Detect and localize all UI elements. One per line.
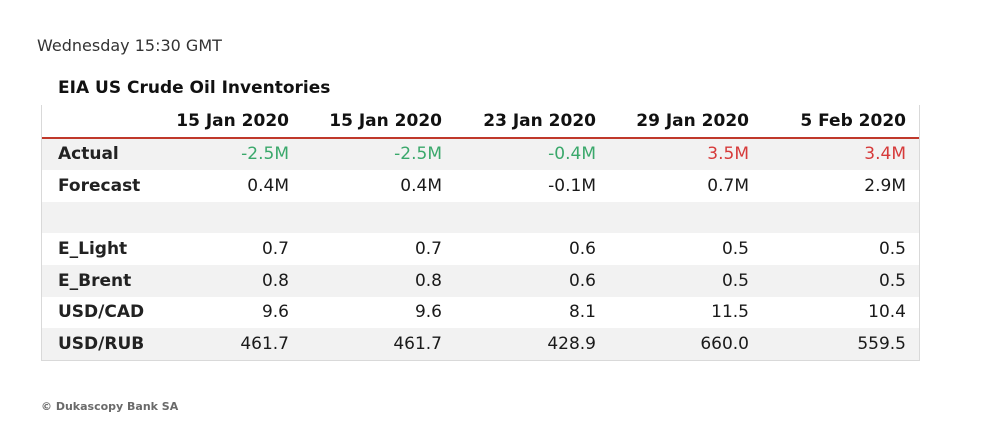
table-cell: 9.6 [302,296,455,329]
table-cell: 0.5 [609,264,762,297]
table-cell: 11.5 [609,296,762,329]
table-cell: 461.7 [147,328,302,360]
table-cell: -0.4M [455,137,609,171]
row-label: E_Brent [42,264,147,297]
table-row [42,201,919,234]
table-cell [762,201,919,234]
table-row: E_Brent 0.8 0.8 0.6 0.5 0.5 [42,264,919,297]
column-header: 23 Jan 2020 [483,110,596,131]
table-cell: 0.5 [762,264,919,297]
header-corner [42,105,147,138]
table-cell: 8.1 [455,296,609,329]
copyright-footer: © Dukascopy Bank SA [41,400,179,413]
row-label: USD/RUB [42,328,147,360]
table-cell: 9.6 [147,296,302,329]
table-cell: 0.4M [302,170,455,202]
table-cell: 428.9 [455,328,609,360]
inventory-table: 15 Jan 2020 15 Jan 2020 23 Jan 2020 29 J… [41,105,920,361]
table-cell: 3.5M [609,137,762,171]
table-cell: 0.8 [302,264,455,297]
column-header: 15 Jan 2020 [329,110,442,131]
row-label [42,201,147,234]
table-row: E_Light 0.7 0.7 0.6 0.5 0.5 [42,233,919,265]
column-header: 29 Jan 2020 [636,110,749,131]
table-cell: -0.1M [455,170,609,202]
table-cell: -2.5M [302,137,455,171]
table-cell: 0.7 [302,233,455,265]
event-timestamp: Wednesday 15:30 GMT [37,36,222,55]
table-cell [147,201,302,234]
row-label: E_Light [42,233,147,265]
table-row: Actual -2.5M -2.5M -0.4M 3.5M 3.4M [42,137,919,171]
row-label: USD/CAD [42,296,147,329]
table-cell: 559.5 [762,328,919,360]
column-header: 15 Jan 2020 [176,110,289,131]
table-cell [455,201,609,234]
table-cell: 461.7 [302,328,455,360]
table-title: EIA US Crude Oil Inventories [58,78,331,98]
table-cell: 2.9M [762,170,919,202]
table-body: Actual -2.5M -2.5M -0.4M 3.5M 3.4M Forecast 0.4… [42,137,919,360]
table-cell [609,201,762,234]
column-header: 5 Feb 2020 [800,110,906,131]
table-cell: 3.4M [762,137,919,171]
table-row: USD/CAD 9.6 9.6 8.1 11.5 10.4 [42,296,919,329]
table-row: Forecast 0.4M 0.4M -0.1M 0.7M 2.9M [42,170,919,202]
table-row: USD/RUB 461.7 461.7 428.9 660.0 559.5 [42,328,919,360]
table-cell: 0.5 [609,233,762,265]
table-cell [302,201,455,234]
table-header-row: 15 Jan 2020 15 Jan 2020 23 Jan 2020 29 J… [42,105,919,138]
table-cell: 0.7 [147,233,302,265]
table-cell: 0.5 [762,233,919,265]
table-cell: 0.8 [147,264,302,297]
row-label: Forecast [42,170,147,202]
table-cell: -2.5M [147,137,302,171]
table-cell: 0.4M [147,170,302,202]
table-cell: 660.0 [609,328,762,360]
table-cell: 0.6 [455,264,609,297]
row-label: Actual [42,137,147,171]
table-cell: 0.7M [609,170,762,202]
table-cell: 0.6 [455,233,609,265]
table-cell: 10.4 [762,296,919,329]
